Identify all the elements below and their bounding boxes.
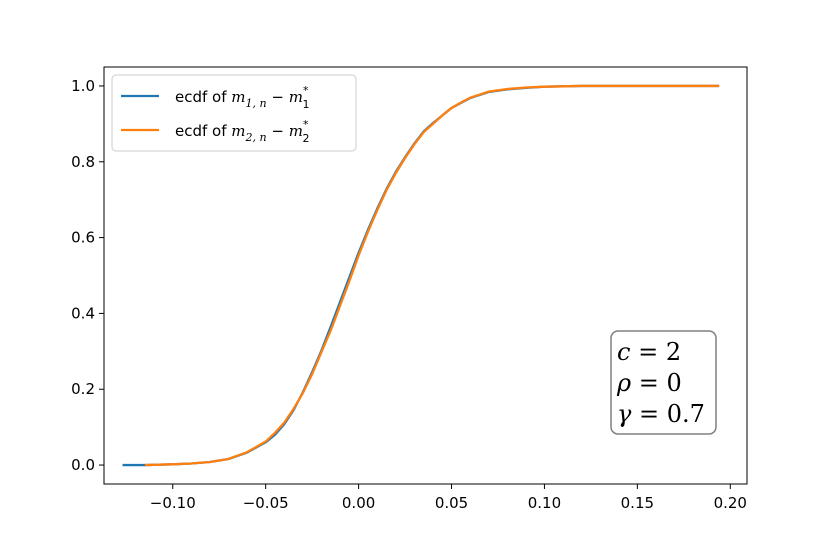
- y-tick-label: 1.0: [71, 77, 95, 95]
- annotation-line-rho: ρ = 0: [616, 369, 682, 397]
- series-layer: [122, 84, 720, 467]
- x-tick-label: −0.10: [150, 494, 196, 512]
- y-tick-label: 0.4: [71, 304, 95, 322]
- x-tick-label: 0.10: [528, 494, 561, 512]
- annotation-line-gamma: γ = 0.7: [617, 400, 705, 428]
- parameter-annotation: c = 2 ρ = 0 γ = 0.7: [610, 330, 717, 435]
- x-tick-label: 0.15: [621, 494, 654, 512]
- annotation-box: [610, 330, 717, 435]
- y-axis-ticks: 0.0 0.2 0.4 0.6 0.8 1.0: [71, 77, 104, 474]
- series-line-2: [144, 84, 720, 467]
- legend-label-series-1: ecdf of m1, n − m* 1: [175, 84, 309, 111]
- x-axis-ticks: −0.10 −0.05 0.00 0.05 0.10 0.15 0.20: [150, 484, 747, 512]
- y-tick-label: 0.0: [71, 456, 95, 474]
- x-tick-label: 0.00: [342, 494, 375, 512]
- legend-box: [111, 74, 357, 152]
- y-tick-label: 0.6: [71, 229, 95, 247]
- legend: ecdf of m1, n − m* 1 ecdf of m2, n − m* 2: [111, 74, 357, 152]
- axes-frame: [103, 66, 748, 485]
- x-tick-label: −0.05: [243, 494, 289, 512]
- x-tick-label: 0.05: [435, 494, 468, 512]
- y-tick-label: 0.2: [71, 380, 95, 398]
- annotation-line-c: c = 2: [617, 338, 681, 366]
- legend-label-series-2: ecdf of m2, n − m* 2: [175, 118, 309, 145]
- y-tick-label: 0.8: [71, 153, 95, 171]
- x-tick-label: 0.20: [714, 494, 747, 512]
